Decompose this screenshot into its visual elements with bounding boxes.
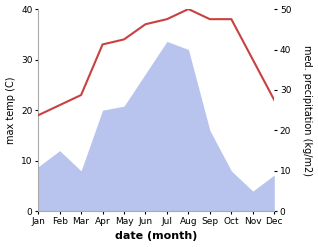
Y-axis label: max temp (C): max temp (C) (5, 76, 16, 144)
X-axis label: date (month): date (month) (115, 231, 197, 242)
Y-axis label: med. precipitation (kg/m2): med. precipitation (kg/m2) (302, 45, 313, 176)
